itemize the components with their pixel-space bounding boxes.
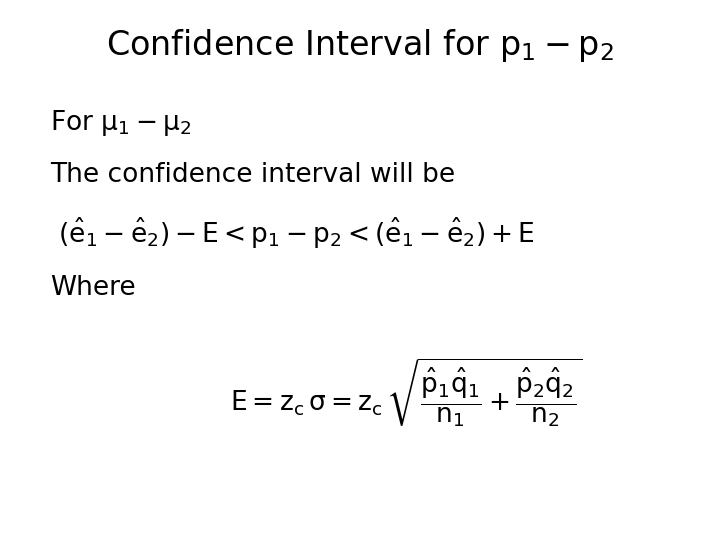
Text: $\mathregular{(\hat{e}_1 - \hat{e}_2) - E < p_1 - p_2 < (\hat{e}_1 - \hat{e}_2) : $\mathregular{(\hat{e}_1 - \hat{e}_2) - … bbox=[50, 216, 535, 251]
Text: The confidence interval will be: The confidence interval will be bbox=[50, 162, 456, 188]
Text: For $\mathregular{\mu}_1 - \mathregular{\mu}_2$: For $\mathregular{\mu}_1 - \mathregular{… bbox=[50, 108, 192, 138]
Text: $\mathregular{E = z_c\,\sigma = z_c\,\sqrt{\dfrac{\hat{p}_1\hat{q}_1}{n_1} + \df: $\mathregular{E = z_c\,\sigma = z_c\,\sq… bbox=[230, 356, 583, 429]
Text: Where: Where bbox=[50, 275, 136, 301]
Text: Confidence Interval for $\mathregular{p}_1 - \mathregular{p}_2$: Confidence Interval for $\mathregular{p}… bbox=[106, 27, 614, 64]
